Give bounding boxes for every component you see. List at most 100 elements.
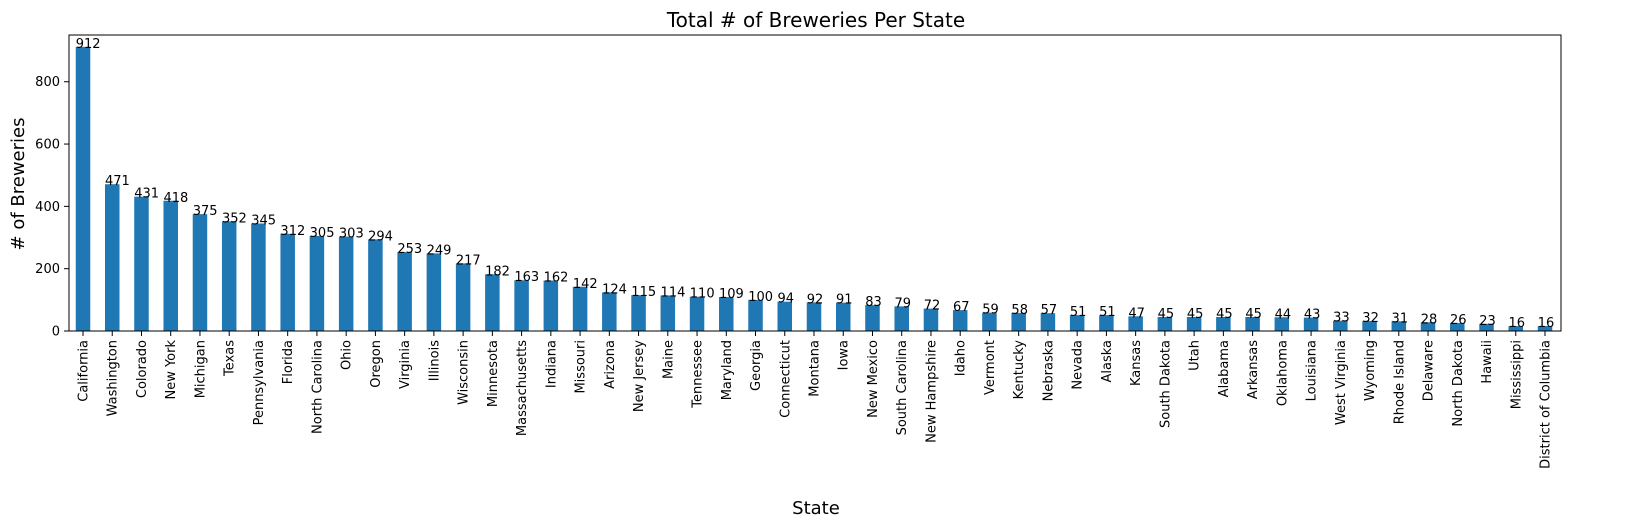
bar [1157, 316, 1173, 331]
x-tick-label: Indiana [544, 340, 559, 388]
x-tick-label: Hawaii [1480, 340, 1495, 384]
x-tick-label: Massachusetts [515, 340, 530, 436]
bar [748, 299, 763, 331]
x-tick-label: Washington [106, 340, 121, 416]
y-tick-label: 800 [35, 75, 60, 90]
bar-value-label: 312 [280, 224, 305, 239]
x-tick-label: Kentucky [1012, 340, 1027, 400]
bar-value-label: 51 [1070, 305, 1087, 320]
bar [719, 297, 734, 331]
bar [514, 280, 529, 331]
bar-value-label: 294 [368, 229, 393, 244]
bar-value-label: 142 [573, 277, 598, 292]
bar [1099, 315, 1114, 331]
bar [602, 292, 617, 331]
x-tick-label: South Dakota [1158, 340, 1173, 428]
bar [1420, 322, 1436, 331]
x-tick-label: Colorado [135, 340, 150, 398]
bar [1362, 321, 1377, 331]
bar-value-label: 91 [836, 293, 853, 308]
bar [1537, 326, 1553, 331]
bar [1508, 326, 1524, 331]
bar-labels: 912 471 431 418 375 352 345 312 305 303 294 253 249 2… [76, 37, 1555, 331]
bar-value-label: 114 [661, 285, 686, 300]
bar-value-label: 253 [397, 242, 422, 257]
x-tick-label: North Dakota [1451, 340, 1466, 427]
bar-value-label: 115 [631, 285, 656, 300]
bar [1303, 317, 1319, 331]
bar-value-label: 471 [105, 174, 130, 189]
x-tick-label: Maine [661, 340, 676, 379]
bar-value-label: 44 [1275, 307, 1292, 322]
bar-value-label: 59 [982, 303, 999, 318]
bar [923, 308, 939, 331]
bar-value-label: 418 [163, 191, 188, 206]
x-tick-label: Delaware [1422, 340, 1437, 401]
bar [1216, 316, 1231, 331]
bar [982, 312, 997, 331]
x-tick-label: New York [164, 340, 179, 400]
plot-frame [68, 34, 1562, 332]
x-tick-label: Vermont [983, 340, 998, 395]
bar [1274, 317, 1290, 331]
bar-value-label: 23 [1479, 314, 1496, 329]
bar [455, 263, 471, 331]
bar-value-label: 94 [778, 292, 795, 307]
y-tick-label: 600 [35, 138, 60, 153]
x-tick-label: Arkansas [1246, 340, 1261, 399]
bar [865, 305, 880, 331]
x-tick-label: Wyoming [1363, 340, 1378, 401]
x-tick-label: Missouri [574, 340, 589, 394]
bar-value-label: 45 [1216, 307, 1233, 322]
bar [192, 214, 208, 331]
bars [75, 46, 1553, 332]
x-tick-label: Louisiana [1305, 340, 1320, 401]
x-tick-label: Montana [808, 340, 823, 397]
x-tick-label: Pennsylvania [252, 340, 267, 425]
bar [251, 223, 266, 331]
x-tick-label: Nevada [1071, 340, 1086, 390]
bar-value-label: 47 [1128, 306, 1145, 321]
x-tick-label: Iowa [837, 340, 852, 370]
bar [894, 306, 909, 331]
bar-value-label: 431 [134, 187, 159, 202]
x-axis: California Washington Colorado New York Mich… [77, 331, 1554, 469]
bar [1128, 316, 1143, 331]
bar [163, 200, 178, 331]
x-tick-label: New Jersey [632, 340, 647, 412]
bar [1011, 312, 1026, 331]
bar [1040, 313, 1056, 331]
bar [1069, 315, 1085, 331]
bar [572, 286, 588, 331]
bar-value-label: 305 [310, 226, 335, 241]
chart-title: Total # of Breweries Per State [666, 8, 965, 32]
bar-value-label: 16 [1538, 316, 1555, 331]
x-tick-label: Idaho [954, 340, 969, 376]
bar [397, 252, 412, 331]
bar [134, 196, 149, 331]
x-tick-label: Maryland [720, 340, 735, 400]
bar [835, 302, 851, 331]
bar-value-label: 375 [193, 204, 218, 219]
bar [1391, 321, 1407, 331]
x-tick-label: Illinois [427, 340, 442, 381]
bar [104, 184, 120, 331]
x-tick-label: Alaska [1100, 340, 1115, 383]
bar-value-label: 57 [1041, 303, 1058, 318]
x-tick-label: Utah [1188, 340, 1203, 371]
x-tick-label: West Virginia [1334, 340, 1349, 425]
bar-value-label: 163 [514, 270, 539, 285]
bar [777, 301, 793, 331]
x-tick-label: Ohio [340, 340, 355, 370]
bar-value-label: 31 [1392, 311, 1409, 326]
x-tick-label: Texas [223, 340, 238, 377]
bar-value-label: 109 [719, 287, 744, 302]
bar-value-label: 16 [1509, 316, 1526, 331]
bar-value-label: 110 [690, 287, 715, 302]
bar [338, 236, 354, 331]
x-tick-label: Florida [281, 340, 296, 384]
bar-value-label: 217 [456, 253, 481, 268]
bar [309, 235, 325, 331]
y-tick-label: 200 [35, 262, 60, 277]
